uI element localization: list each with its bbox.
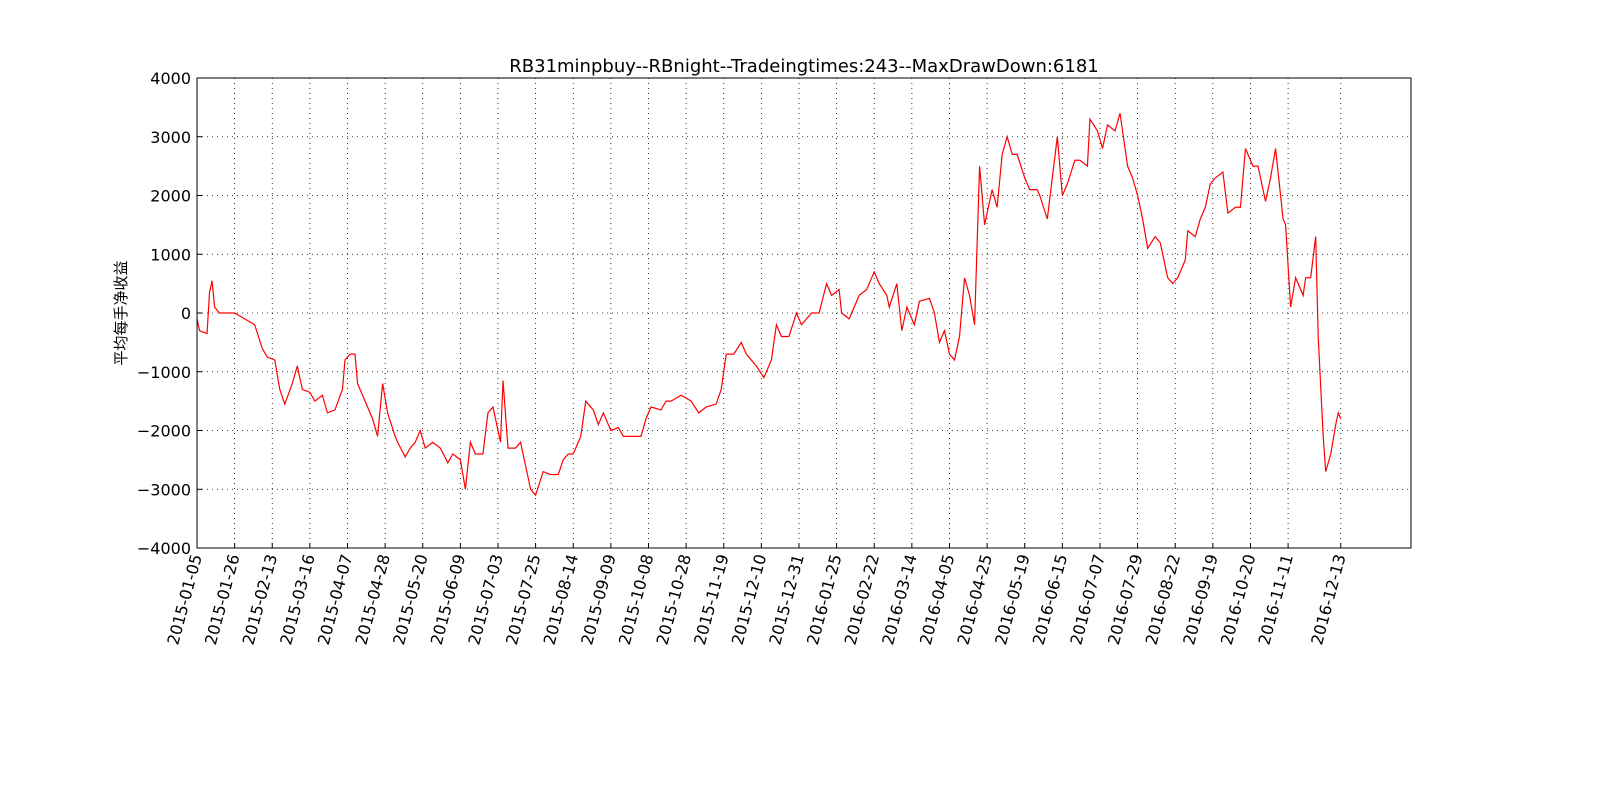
y-axis-label: 平均每手净收益 [112,260,130,365]
y-tick-label: −1000 [137,363,191,382]
y-tick-label: 4000 [150,69,191,88]
y-tick-label: 2000 [150,187,191,206]
y-tick-label: −2000 [137,422,191,441]
plot-frame [196,77,1412,549]
y-tick-label: 1000 [150,245,191,264]
y-tick-label: −3000 [137,480,191,499]
y-tick-label: 3000 [150,128,191,147]
chart-title: RB31minpbuy--RBnight--Tradeingtimes:243-… [509,56,1098,77]
line-series [196,113,1342,497]
y-tick-label: −4000 [137,539,191,558]
y-tick-label: 0 [181,304,191,323]
